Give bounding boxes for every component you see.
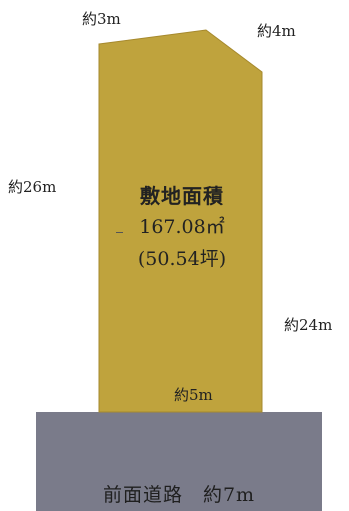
lot-area-title: 敷地面積 — [140, 184, 224, 208]
lot-shape — [98, 29, 263, 413]
front-road-shape — [36, 412, 322, 511]
lot-area-square-meters: 167.08㎡ — [139, 216, 225, 238]
lot-area-tsubo: (50.54坪) — [137, 248, 227, 270]
dimension-bottom: 約5m — [174, 386, 213, 404]
tick-mark — [116, 232, 123, 233]
dimension-right: 約24m — [284, 316, 333, 334]
front-road-label: 前面道路 約7m — [102, 484, 256, 506]
dimension-top-right: 約4m — [257, 22, 296, 40]
dimension-top-left: 約3m — [82, 10, 121, 28]
dimension-left: 約26m — [8, 178, 57, 196]
